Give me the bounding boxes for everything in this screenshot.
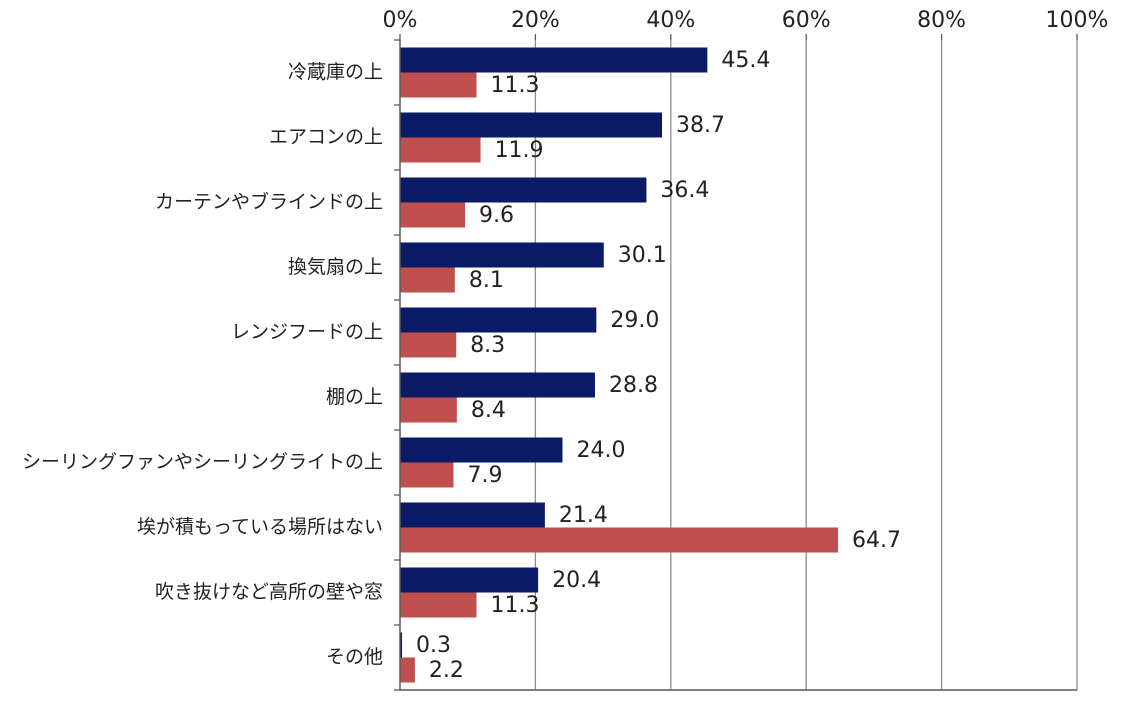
bar-series-2 [400, 332, 457, 358]
value-label: 11.3 [491, 593, 540, 618]
value-label: 29.0 [610, 308, 659, 333]
value-label: 20.4 [552, 568, 601, 593]
category-label: 吹き抜けなど高所の壁や窓 [155, 581, 383, 603]
category-labels: 冷蔵庫の上エアコンの上カーテンやブラインドの上換気扇の上レンジフードの上棚の上シ… [22, 61, 383, 668]
value-label: 8.1 [469, 268, 504, 293]
value-labels: 45.4 11.3 38.7 11.9 36.4 9.6 30.1 8.1 29.0 8.3 28.… [416, 48, 901, 683]
bar-series-1 [400, 372, 595, 398]
value-label: 11.3 [491, 73, 540, 98]
value-label: 64.7 [852, 528, 901, 553]
x-tick-label: 100% [1046, 8, 1109, 33]
value-label: 7.9 [467, 463, 502, 488]
value-label: 24.0 [576, 438, 625, 463]
x-axis-ticks: 0% 20% 40% 60% 80% 100% [383, 8, 1109, 33]
category-label: 棚の上 [326, 386, 383, 408]
value-label: 0.3 [416, 633, 451, 658]
bar-series-1 [400, 502, 545, 528]
bar-series-1 [400, 632, 403, 658]
category-label: シーリングファンやシーリングライトの上 [22, 451, 383, 473]
category-label: 埃が積もっている場所はない [137, 516, 383, 538]
value-label: 21.4 [559, 503, 608, 528]
bar-series-2 [400, 397, 457, 423]
bar-series-1 [400, 567, 539, 593]
category-label: 冷蔵庫の上 [288, 61, 383, 83]
value-label: 2.2 [429, 658, 464, 683]
bar-series-2 [400, 72, 477, 98]
bar-series-2 [400, 462, 454, 488]
bar-series-1 [400, 47, 708, 73]
category-label: カーテンやブラインドの上 [155, 190, 383, 213]
x-tick-label: 20% [511, 8, 560, 33]
value-label: 38.7 [676, 113, 725, 138]
x-tick-label: 80% [917, 8, 966, 33]
bar-series-2 [400, 592, 477, 618]
x-tick-label: 40% [646, 8, 695, 33]
bar-series-2 [400, 657, 415, 683]
category-label: その他 [326, 646, 383, 668]
bar-series-1 [400, 307, 597, 333]
value-label: 8.3 [470, 333, 505, 358]
x-tick-label: 0% [383, 8, 418, 33]
value-label: 36.4 [660, 178, 709, 203]
value-label: 45.4 [721, 48, 770, 73]
value-label: 11.9 [495, 138, 544, 163]
bar-series-1 [400, 437, 563, 463]
category-label: レンジフードの上 [231, 321, 383, 343]
bar-series-2 [400, 137, 481, 163]
bar-series-2 [400, 527, 839, 553]
category-label: エアコンの上 [269, 126, 383, 148]
value-label: 30.1 [618, 243, 667, 268]
axes [394, 34, 1078, 691]
x-tick-label: 60% [782, 8, 831, 33]
bar-series-1 [400, 177, 647, 203]
bar-series-1 [400, 242, 604, 268]
bar-series-1 [400, 112, 662, 138]
bar-series-2 [400, 267, 455, 293]
value-label: 8.4 [471, 398, 506, 423]
value-label: 9.6 [479, 203, 514, 228]
category-label: 換気扇の上 [288, 256, 383, 278]
bars [400, 47, 839, 683]
bar-series-2 [400, 202, 465, 228]
value-label: 28.8 [609, 373, 658, 398]
